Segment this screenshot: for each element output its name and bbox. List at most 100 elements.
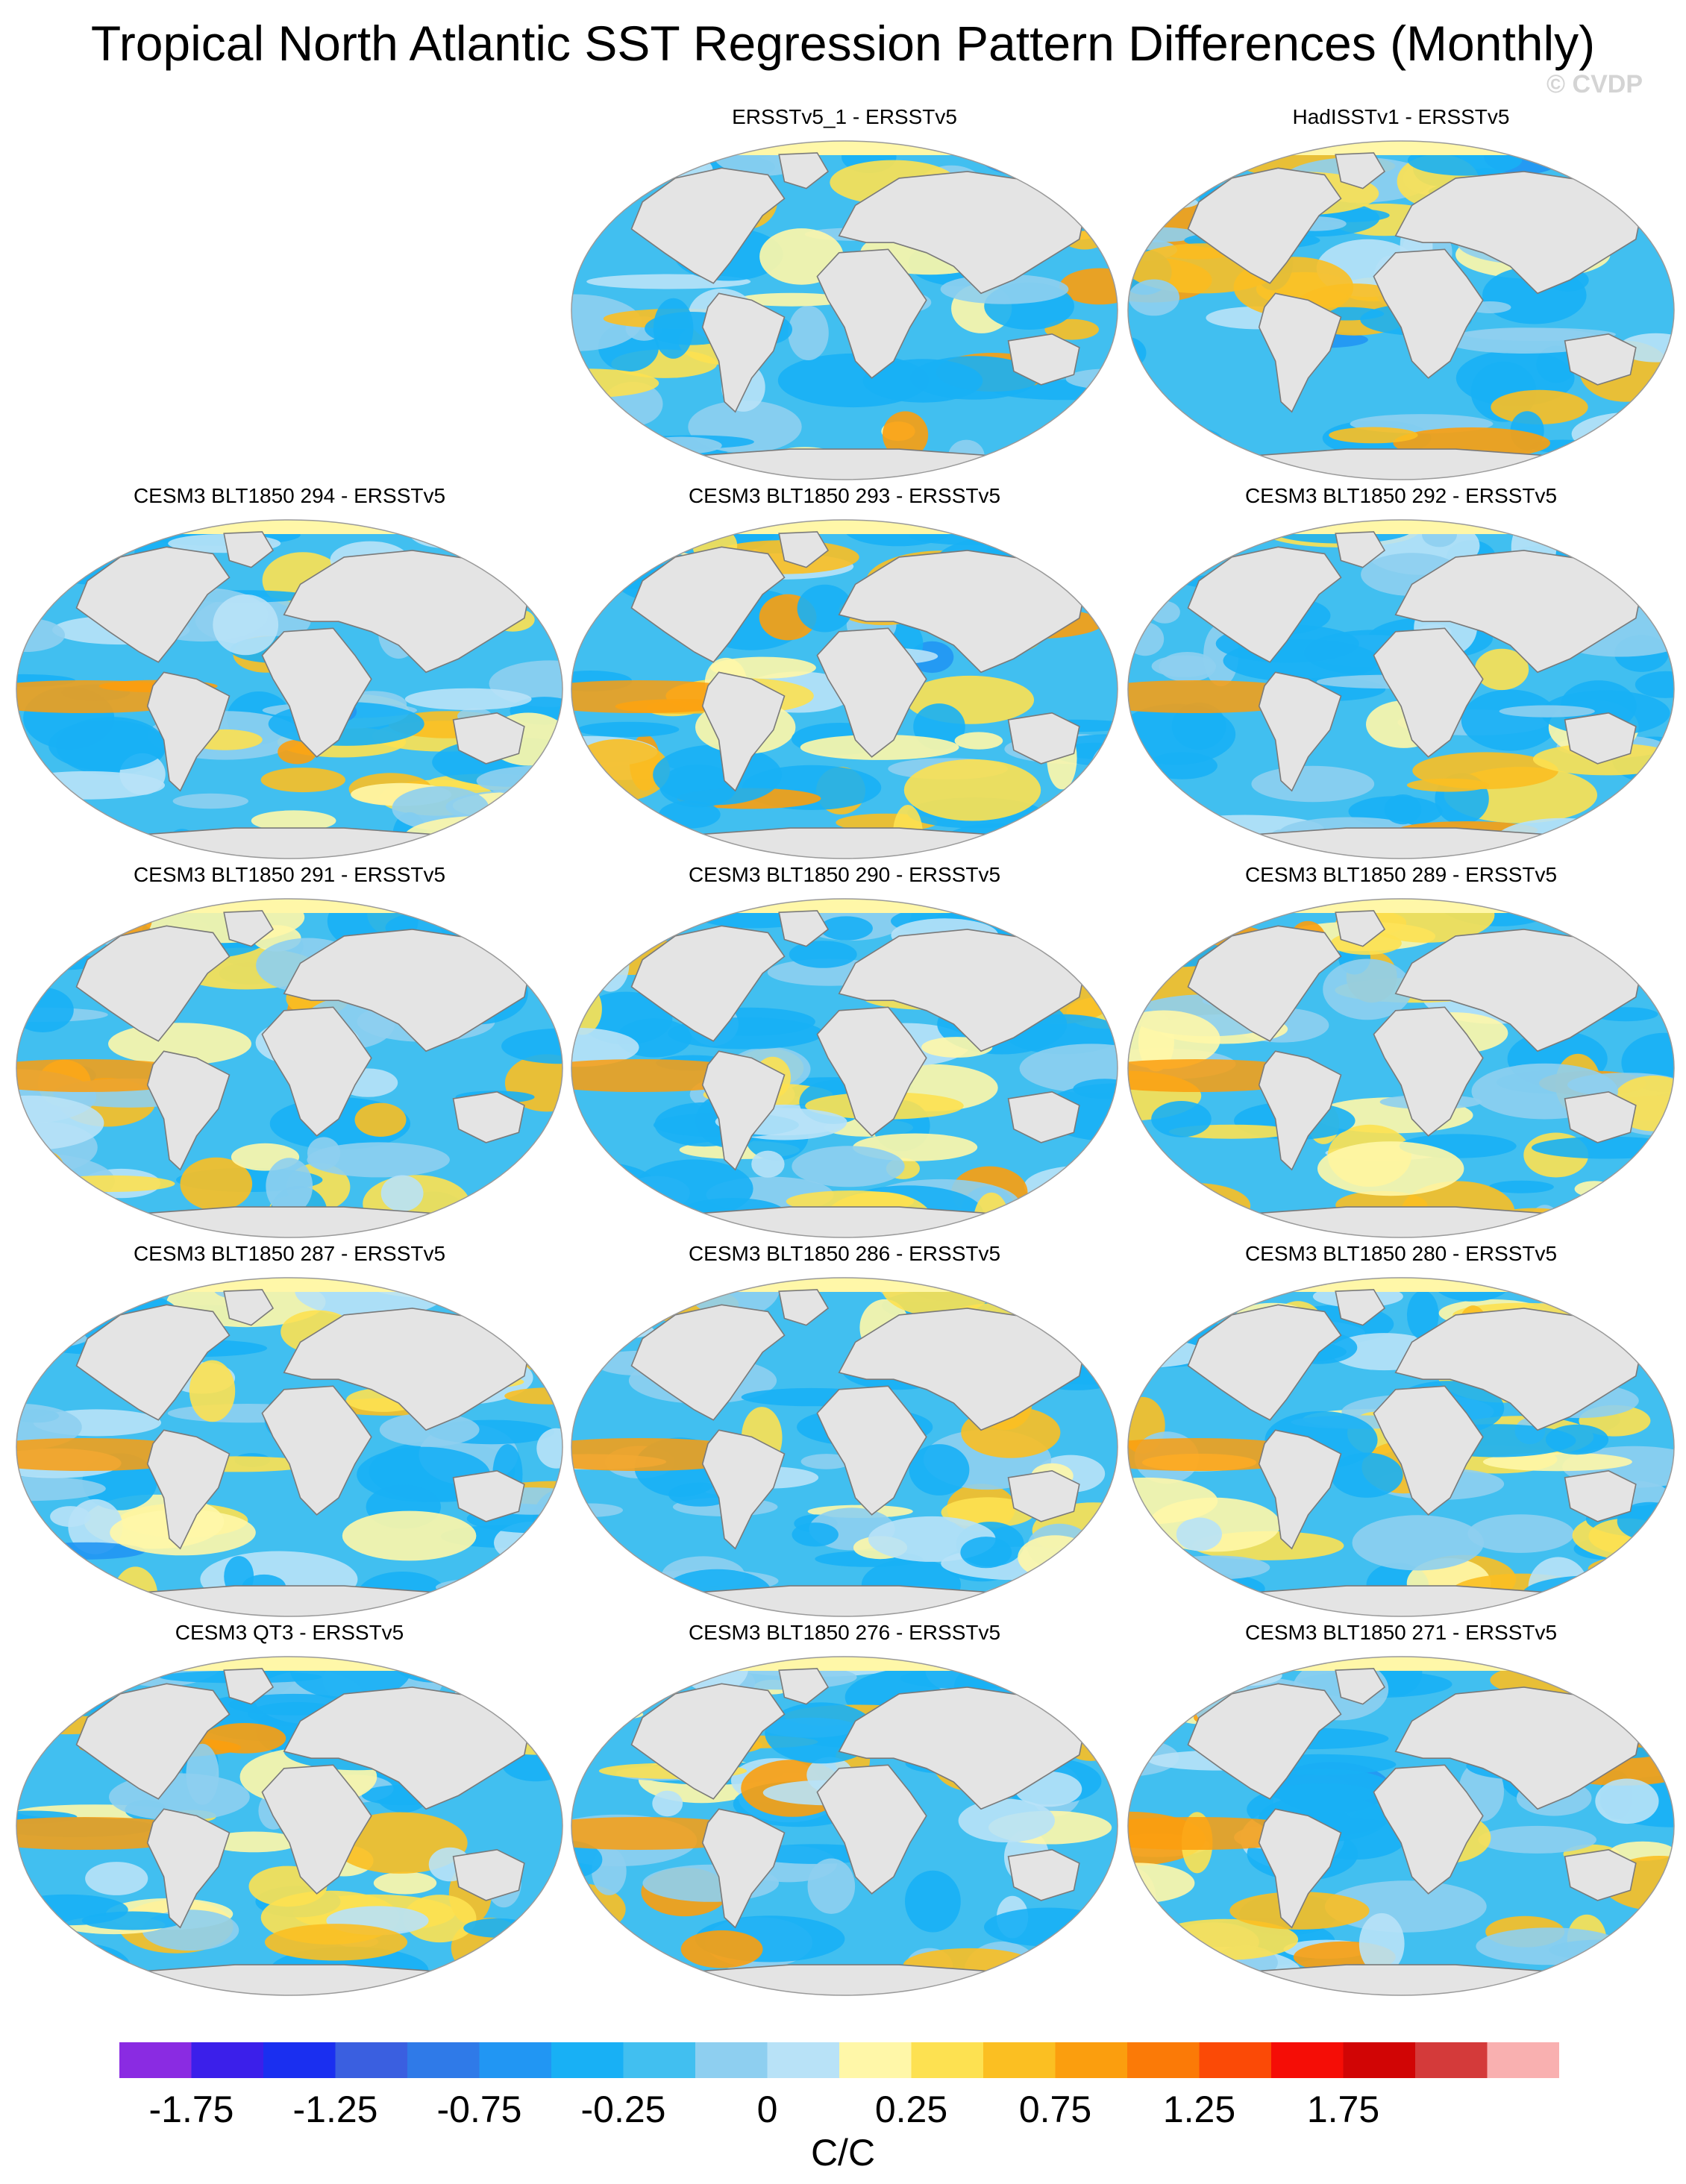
anomaly-patch — [1176, 1517, 1222, 1551]
cvdp-watermark: © CVDP — [1546, 70, 1643, 98]
anomaly-patch — [807, 1858, 856, 1914]
anomaly-patch — [641, 1657, 718, 1678]
anomaly-patch — [40, 1950, 119, 1982]
anomaly-patch — [379, 1413, 480, 1447]
anomaly-patch — [571, 1840, 603, 1879]
land-mass — [701, 1050, 786, 1171]
anomaly-patch — [1590, 520, 1674, 547]
anomaly-patch — [1461, 689, 1559, 751]
anomaly-patch — [792, 1146, 905, 1187]
land-mass — [1373, 1764, 1484, 1895]
colorbar-swatch — [695, 2042, 768, 2078]
panel-title: CESM3 BLT1850 280 - ERSSTv5 — [1244, 1242, 1558, 1265]
anomaly-patch — [792, 1522, 839, 1547]
land-mass — [630, 1683, 786, 1800]
land-mass — [1373, 1006, 1484, 1137]
anomaly-patch — [429, 831, 529, 859]
colorbar — [119, 2042, 1559, 2078]
anomaly-patch — [1522, 1575, 1660, 1614]
anomaly-patch — [213, 594, 279, 656]
anomaly-patch — [571, 141, 671, 161]
map-panel: CESM3 QT3 - ERSSTv5 — [13, 1620, 565, 2001]
anomaly-patch — [571, 141, 686, 183]
land-mass — [1248, 1964, 1554, 1995]
land-mass — [692, 448, 997, 480]
anomaly-patch — [1128, 451, 1233, 471]
land-mass — [146, 1050, 231, 1171]
panel-title: CESM3 BLT1850 287 - ERSSTv5 — [133, 1242, 446, 1265]
anomaly-patch — [85, 1862, 148, 1895]
land-mass — [778, 910, 830, 947]
anomaly-patch — [1128, 1220, 1241, 1237]
land-mass — [75, 1683, 231, 1800]
anomaly-patch — [1019, 1044, 1118, 1093]
anomaly-patch — [1586, 1295, 1655, 1329]
anomaly-patch — [432, 1205, 545, 1233]
anomaly-patch — [1324, 1880, 1487, 1933]
land-mass — [261, 1385, 372, 1516]
anomaly-patch — [954, 732, 1003, 750]
anomaly-patch — [797, 584, 853, 633]
land-mass — [1373, 248, 1484, 379]
colorbar-swatch — [983, 2042, 1056, 2078]
anomaly-patch — [591, 935, 630, 992]
anomaly-patch — [463, 1918, 533, 1938]
land-mass — [223, 910, 275, 947]
globe-outline — [16, 1277, 563, 1617]
anomaly-patch — [1059, 143, 1118, 178]
anomaly-patch — [751, 1150, 785, 1178]
anomaly-patch — [474, 1657, 562, 1700]
land-mass — [1258, 1808, 1342, 1929]
panel-title: CESM3 BLT1850 293 - ERSSTv5 — [688, 484, 1001, 507]
anomaly-patch — [50, 1506, 91, 1528]
anomaly-patch — [1558, 1208, 1643, 1226]
anomaly-patch — [16, 771, 165, 800]
anomaly-patch — [1197, 520, 1267, 532]
anomaly-patch — [571, 800, 591, 829]
panel-title: HadISSTv1 - ERSSTv5 — [1292, 105, 1510, 128]
land-mass — [1258, 292, 1342, 413]
land-mass — [1187, 1683, 1342, 1800]
land-mass — [1007, 1848, 1080, 1901]
land-mass — [838, 1308, 1085, 1431]
map-panel: CESM3 BLT1850 291 - ERSSTv5 — [13, 862, 565, 1243]
land-mass — [1335, 910, 1386, 947]
colorbar-tick-label: -1.25 — [292, 2089, 378, 2130]
anomaly-patch — [571, 141, 662, 185]
anomaly-patch — [260, 768, 345, 793]
anomaly-patch — [1564, 1223, 1664, 1237]
anomaly-patch — [659, 800, 721, 829]
land-mass — [778, 1289, 830, 1326]
anomaly-patch — [478, 906, 562, 955]
robinson-map — [1127, 140, 1675, 480]
land-mass — [146, 1808, 231, 1929]
land-mass — [1258, 1050, 1342, 1171]
anomaly-patch — [468, 899, 562, 934]
anomaly-patch — [1352, 1515, 1485, 1571]
anomaly-patch — [577, 721, 680, 738]
anomaly-patch — [1161, 1555, 1270, 1580]
colorbar-swatch — [911, 2042, 984, 2078]
anomaly-patch — [19, 1307, 97, 1347]
land-mass — [137, 1585, 442, 1616]
globe-outline — [16, 898, 563, 1238]
anomaly-patch — [1323, 958, 1412, 1020]
land-mass — [1373, 1385, 1484, 1516]
anomaly-patch — [1565, 1662, 1651, 1687]
anomaly-patch — [736, 292, 848, 307]
globe-outline — [571, 898, 1118, 1238]
land-mass — [1564, 1469, 1637, 1522]
anomaly-patch — [1128, 827, 1194, 859]
anomaly-patch — [571, 294, 642, 351]
anomaly-patch — [498, 1318, 562, 1349]
panel-title: CESM3 BLT1850 291 - ERSSTv5 — [133, 863, 446, 886]
land-mass — [1564, 1091, 1637, 1143]
anomaly-patch — [680, 1930, 763, 1968]
anomaly-patch — [16, 1211, 93, 1237]
anomaly-patch — [1482, 1452, 1632, 1472]
anomaly-patch — [1128, 1477, 1218, 1525]
anomaly-patch — [1596, 1657, 1674, 1674]
anomaly-patch — [1640, 1679, 1674, 1692]
anomaly-patch — [1491, 389, 1588, 424]
anomaly-patch — [203, 1723, 286, 1754]
